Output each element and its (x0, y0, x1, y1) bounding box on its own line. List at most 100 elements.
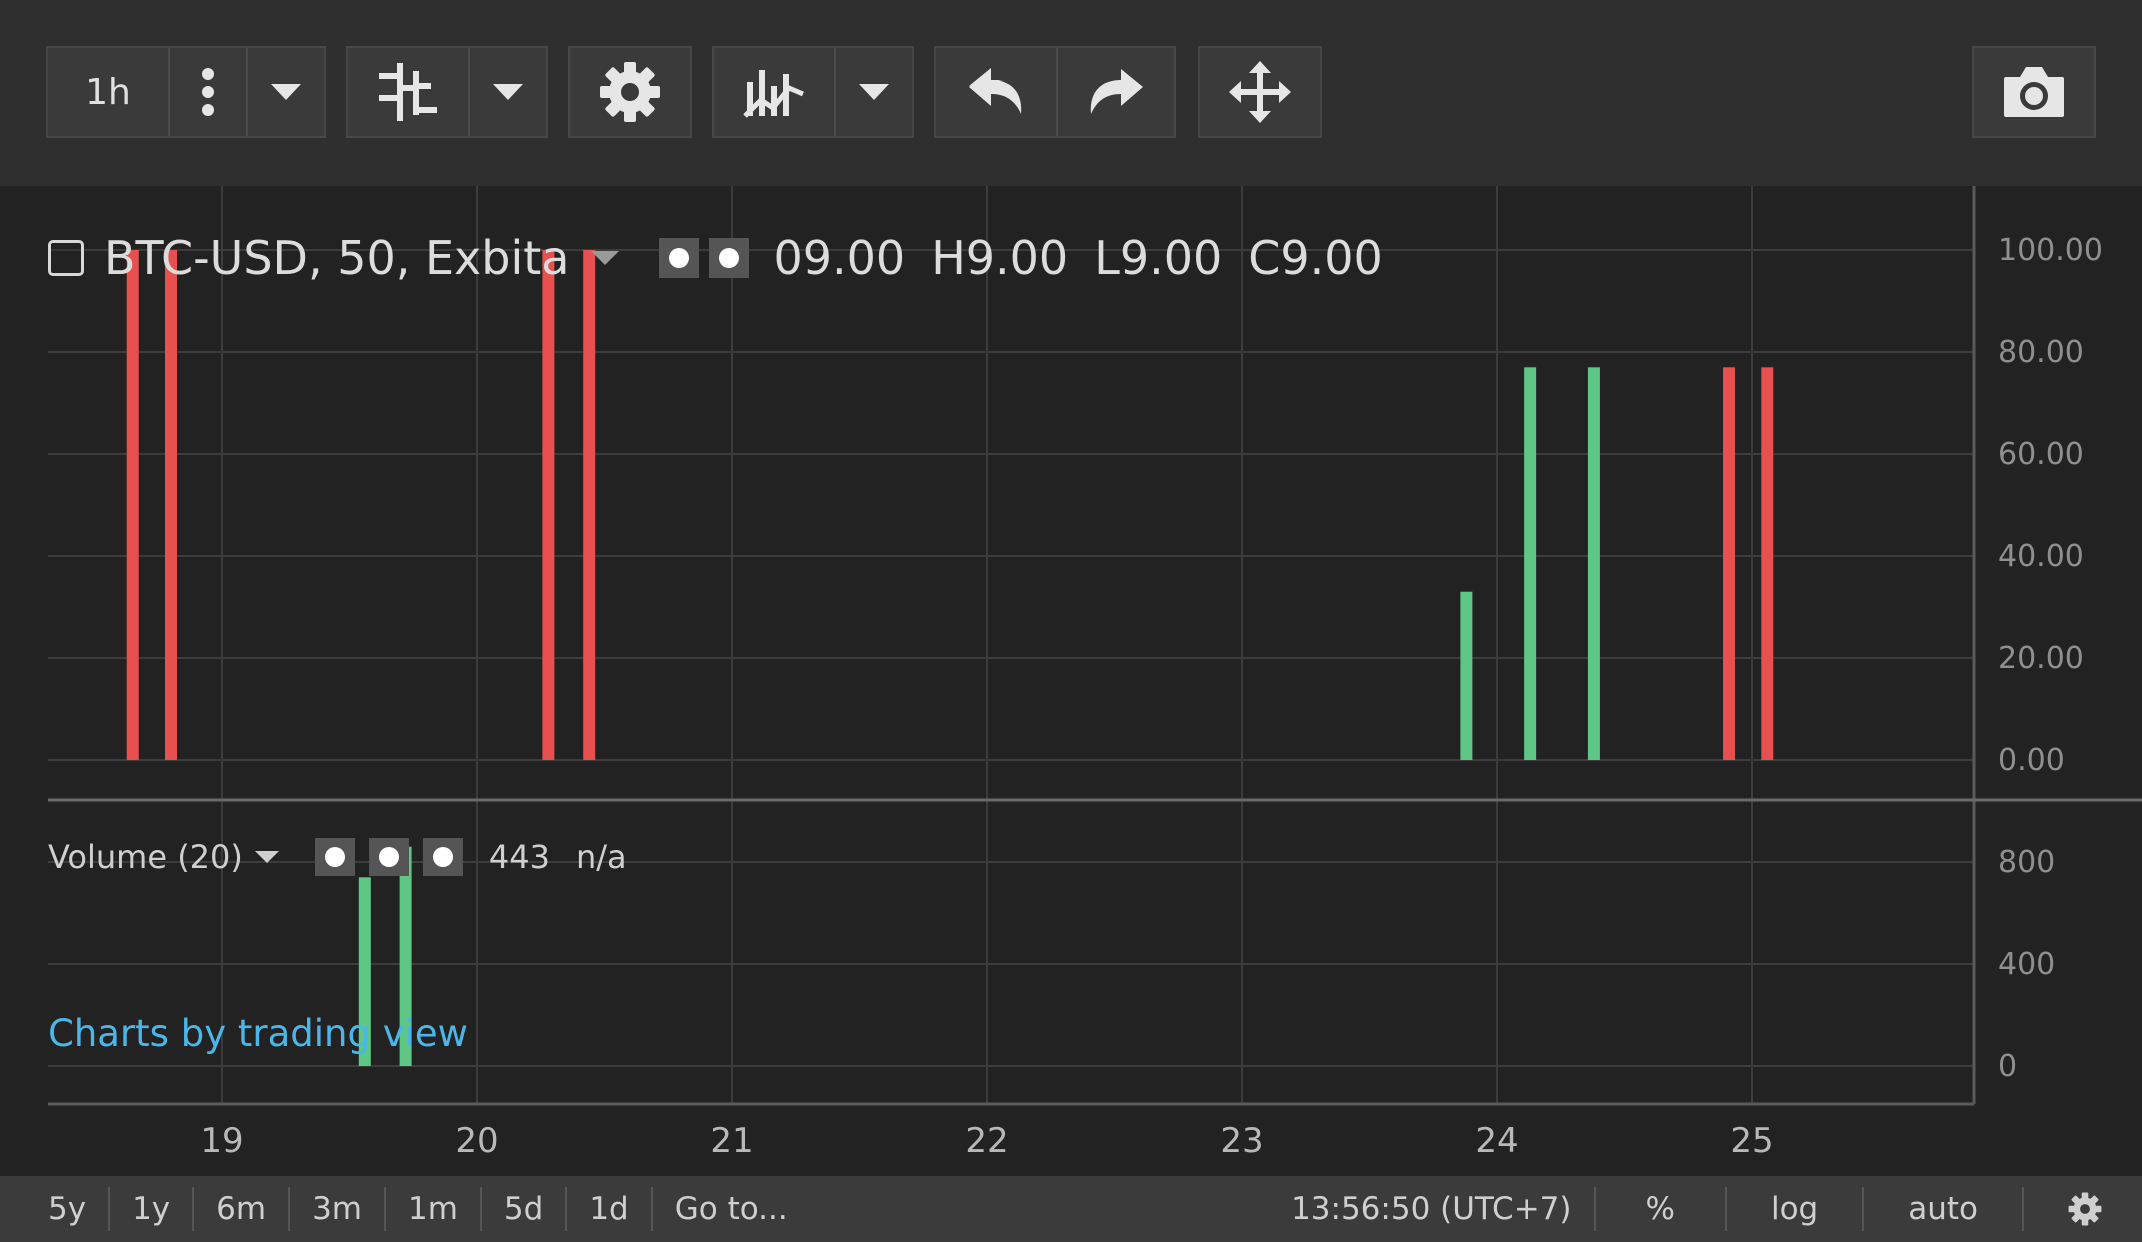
volume-settings-button[interactable] (314, 838, 355, 876)
indicators-icon[interactable] (714, 48, 834, 136)
volume-bar (358, 877, 371, 1066)
volume-axis-label: 400 (1998, 947, 2055, 982)
indicators-group (712, 46, 914, 138)
goto-date-button[interactable]: Go to... (674, 1191, 788, 1227)
volume-hide-button[interactable] (368, 838, 409, 876)
move-group (1198, 46, 1322, 138)
price-bar (542, 250, 555, 760)
bar-style-icon[interactable] (348, 48, 468, 136)
camera-icon[interactable] (1974, 48, 2094, 136)
interval-label: 1h (85, 71, 131, 113)
volume-axis-label: 800 (1998, 845, 2055, 880)
divider (1862, 1187, 1865, 1231)
price-axis-label: 60.00 (1998, 437, 2084, 472)
chart-frame (48, 186, 2142, 1106)
legend-settings-button[interactable] (659, 238, 700, 278)
price-bar (1723, 367, 1736, 760)
move-icon[interactable] (1200, 48, 1320, 136)
ohlc-high: H9.00 (931, 231, 1069, 285)
price-bar (1460, 591, 1473, 760)
range-3m[interactable]: 3m (312, 1191, 362, 1227)
chevron-down-icon[interactable] (468, 48, 546, 136)
symbol-title[interactable]: BTC-USD, 50, Exbita (104, 231, 570, 285)
series-visibility-checkbox[interactable] (48, 240, 84, 276)
divider (1724, 1187, 1727, 1231)
time-axis[interactable]: 19 20 21 22 23 24 25 (200, 1121, 1773, 1161)
chevron-down-icon[interactable] (254, 851, 279, 863)
price-axis[interactable]: 100.00 80.00 60.00 40.00 20.00 0.00 (1998, 233, 2103, 778)
divider (108, 1187, 111, 1231)
volume-bar (399, 846, 412, 1066)
percent-scale-toggle[interactable]: % (1645, 1191, 1675, 1227)
legend-hide-button[interactable] (709, 238, 750, 278)
chevron-down-icon[interactable] (246, 48, 324, 136)
divider (479, 1187, 482, 1231)
main-pane-grid (48, 186, 1974, 1104)
range-6m[interactable]: 6m (216, 1191, 267, 1227)
ohlc-open: 09.00 (773, 231, 906, 285)
main-legend: BTC-USD, 50, Exbita 09.00 H9.00 L9.00 C9… (48, 226, 1395, 290)
price-bar (165, 250, 177, 760)
top-toolbar: 1h (0, 0, 2142, 186)
time-axis-label: 20 (455, 1121, 498, 1161)
time-axis-label: 25 (1730, 1121, 1773, 1161)
chart-area[interactable]: 100.00 80.00 60.00 40.00 20.00 0.00 800 400 0 1… (0, 186, 2142, 1176)
tradingview-attribution-link[interactable]: Charts by trading view (48, 1012, 468, 1055)
volume-legend: Volume (20) 443 n/a (48, 832, 641, 882)
volume-ma-value: n/a (575, 838, 627, 876)
divider (650, 1187, 653, 1231)
divider (384, 1187, 386, 1231)
price-bars (126, 250, 1774, 760)
divider (2022, 1187, 2024, 1231)
gear-icon[interactable] (2024, 1192, 2142, 1226)
settings-group (568, 46, 692, 138)
bottom-toolbar: 5y 1y 6m 3m 1m 5d 1d Go to... 13:56:50 (… (0, 1176, 2142, 1242)
time-axis-label: 21 (710, 1121, 753, 1161)
volume-title[interactable]: Volume (20) (48, 838, 243, 876)
dot-icon (324, 847, 345, 867)
volume-value: 443 (488, 838, 550, 876)
volume-axis[interactable]: 800 400 0 (1998, 845, 2055, 1084)
dot-icon (719, 248, 740, 268)
range-1m[interactable]: 1m (408, 1191, 458, 1227)
range-1y[interactable]: 1y (132, 1191, 171, 1227)
bar-style-group (346, 46, 548, 138)
range-1d[interactable]: 1d (589, 1191, 629, 1227)
range-5d[interactable]: 5d (503, 1191, 544, 1227)
more-vertical-icon[interactable] (168, 48, 246, 136)
time-axis-label: 22 (965, 1121, 1008, 1161)
divider (565, 1187, 568, 1231)
price-axis-label: 20.00 (1998, 641, 2084, 676)
time-axis-label: 23 (1220, 1121, 1263, 1161)
price-bar (583, 250, 596, 760)
volume-remove-button[interactable] (422, 838, 463, 876)
price-bar (1524, 367, 1537, 760)
volume-axis-label: 0 (1998, 1049, 2017, 1084)
divider (288, 1187, 291, 1231)
redo-icon[interactable] (1056, 48, 1174, 136)
undo-icon[interactable] (936, 48, 1056, 136)
price-axis-label: 80.00 (1998, 335, 2084, 370)
ohlc-low: L9.00 (1094, 231, 1223, 285)
price-axis-label: 100.00 (1998, 233, 2103, 268)
chevron-down-icon[interactable] (591, 251, 620, 265)
dot-icon (432, 847, 453, 867)
clock-readout[interactable]: 13:56:50 (UTC+7) (1291, 1191, 1572, 1227)
divider (1593, 1187, 1596, 1231)
gear-icon[interactable] (570, 48, 690, 136)
divider (192, 1187, 195, 1231)
auto-scale-toggle[interactable]: auto (1908, 1191, 1978, 1227)
price-bar (1587, 367, 1600, 760)
interval-button[interactable]: 1h (48, 48, 168, 136)
price-axis-label: 40.00 (1998, 539, 2084, 574)
ohlc-close: C9.00 (1248, 231, 1383, 285)
range-5y[interactable]: 5y (48, 1191, 87, 1227)
chevron-down-icon[interactable] (834, 48, 912, 136)
time-axis-label: 24 (1475, 1121, 1518, 1161)
interval-group: 1h (46, 46, 326, 138)
dot-icon (669, 248, 690, 268)
dot-icon (378, 847, 399, 867)
snapshot-group (1972, 46, 2096, 138)
time-axis-label: 19 (200, 1121, 243, 1161)
log-scale-toggle[interactable]: log (1770, 1191, 1819, 1227)
